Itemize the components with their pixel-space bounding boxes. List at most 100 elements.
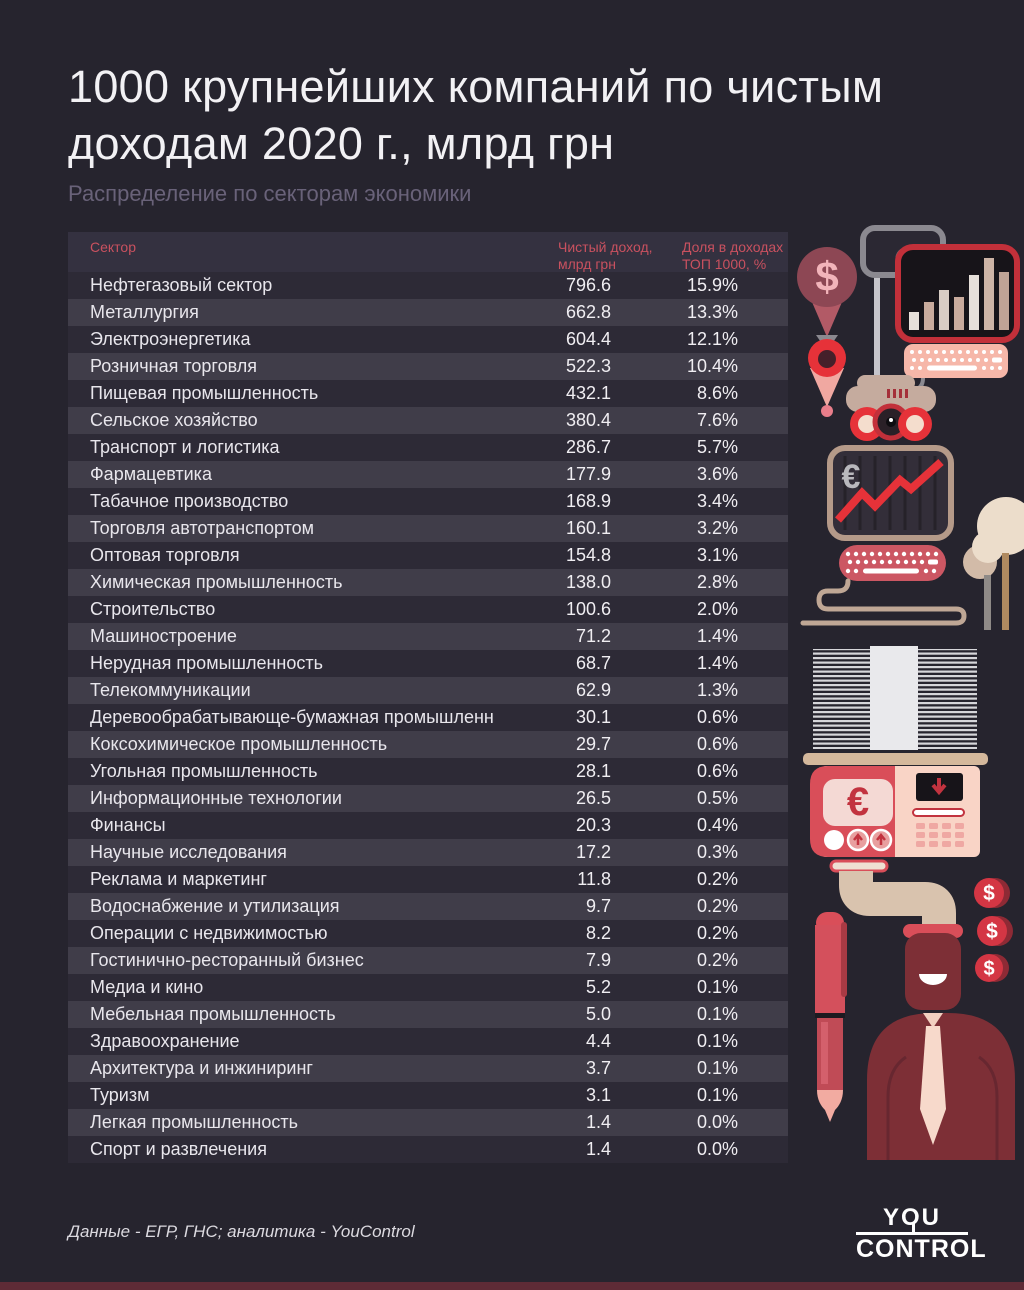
sector-cell: Транспорт и логистика — [90, 437, 280, 457]
income-cell: 5.2 — [585, 977, 611, 997]
sector-cell: Легкая промышленность — [90, 1112, 298, 1132]
table-row: Телекоммуникации 62.9 1.3% — [68, 677, 788, 704]
red-keyboard-icon — [839, 545, 946, 581]
data-source-note: Данные - ЕГР, ГНС; аналитика - YouContro… — [68, 1222, 415, 1241]
business-illustration: $ — [797, 225, 1024, 1160]
table-row: Торговля автотранспортом 160.1 3.2% — [68, 515, 788, 542]
share-cell: 13.3% — [686, 302, 738, 322]
share-cell: 0.3% — [696, 842, 738, 862]
svg-text:$: $ — [983, 958, 994, 980]
table-row: Нерудная промышленность 68.7 1.4% — [68, 650, 788, 677]
table-row: Металлургия 662.8 13.3% — [68, 299, 788, 326]
table-row: Здравоохранение 4.4 0.1% — [68, 1028, 788, 1055]
table-row: Электроэнергетика 604.4 12.1% — [68, 326, 788, 353]
share-cell: 0.1% — [696, 1004, 738, 1024]
trees-icon — [963, 497, 1024, 630]
income-cell: 7.9 — [585, 950, 611, 970]
sector-cell: Водоснабжение и утилизация — [90, 896, 340, 916]
income-cell: 522.3 — [565, 356, 611, 376]
income-cell: 71.2 — [575, 626, 611, 646]
share-cell: 8.6% — [696, 383, 738, 403]
table-row: Архитектура и инжиниринг 3.7 0.1% — [68, 1055, 788, 1082]
table-row: Фармацевтика 177.9 3.6% — [68, 461, 788, 488]
income-cell: 20.3 — [575, 815, 611, 835]
sector-cell: Строительство — [90, 599, 216, 619]
table-row: Коксохимическое промышленность 29.7 0.6% — [68, 731, 788, 758]
sector-cell: Туризм — [90, 1085, 150, 1105]
income-cell: 177.9 — [565, 464, 611, 484]
share-cell: 5.7% — [696, 437, 738, 457]
header-income: Чистый доход, млрд грн — [558, 239, 653, 272]
income-cell: 3.7 — [585, 1058, 611, 1078]
share-cell: 1.3% — [696, 680, 738, 700]
share-cell: 0.1% — [696, 1031, 738, 1051]
share-cell: 0.2% — [696, 950, 738, 970]
logo-text-control: CONTROL — [856, 1235, 987, 1263]
logo-divider — [856, 1223, 968, 1235]
table-row: Пищевая промышленность 432.1 8.6% — [68, 380, 788, 407]
share-cell: 0.6% — [696, 761, 738, 781]
sector-cell: Металлургия — [90, 302, 199, 322]
sector-cell: Фармацевтика — [90, 464, 212, 484]
income-cell: 286.7 — [565, 437, 611, 457]
sector-cell: Деревообрабатывающе-бумажная промышленно… — [90, 707, 493, 727]
table-row: Финансы 20.3 0.4% — [68, 812, 788, 839]
table-row: Розничная торговля 522.3 10.4% — [68, 353, 788, 380]
income-cell: 68.7 — [575, 653, 611, 673]
share-cell: 3.6% — [696, 464, 738, 484]
sector-cell: Сельское хозяйство — [90, 410, 258, 430]
income-cell: 11.8 — [577, 869, 611, 889]
share-cell: 12.1% — [686, 329, 738, 349]
sector-cell: Торговля автотранспортом — [90, 518, 315, 538]
robot-scanner-icon — [846, 375, 936, 441]
share-cell: 0.0% — [696, 1139, 738, 1159]
share-cell: 15.9% — [686, 275, 738, 295]
table-row: Информационные технологии 26.5 0.5% — [68, 785, 788, 812]
svg-text:$: $ — [983, 882, 995, 905]
income-cell: 29.7 — [575, 734, 611, 754]
receipt-printer-icon — [829, 859, 889, 873]
shelf-icon — [803, 753, 988, 765]
share-cell: 3.2% — [696, 518, 738, 538]
cable-icon — [800, 578, 967, 626]
share-cell: 2.0% — [696, 599, 738, 619]
share-cell: 0.1% — [696, 1058, 738, 1078]
table-row: Табачное производство 168.9 3.4% — [68, 488, 788, 515]
share-cell: 3.1% — [696, 545, 738, 565]
table-row: Оптовая торговля 154.8 3.1% — [68, 542, 788, 569]
share-cell: 0.1% — [696, 977, 738, 997]
sector-cell: Научные исследования — [90, 842, 287, 862]
sector-cell: Коксохимическое промышленность — [90, 734, 388, 754]
sector-cell: Операции с недвижимостью — [90, 923, 328, 943]
youcontrol-logo: YOU CONTROL — [856, 1206, 987, 1263]
share-cell: 0.5% — [696, 788, 738, 808]
sector-cell: Машиностроение — [90, 626, 237, 646]
share-cell: 7.6% — [696, 410, 738, 430]
table-row: Мебельная промышленность 5.0 0.1% — [68, 1001, 788, 1028]
sector-cell: Медиа и кино — [90, 977, 204, 997]
sector-cell: Оптовая торговля — [90, 545, 240, 565]
income-cell: 100.6 — [565, 599, 611, 619]
table-row: Химическая промышленность 138.0 2.8% — [68, 569, 788, 596]
sector-cell: Телекоммуникации — [90, 680, 251, 700]
income-cell: 9.7 — [585, 896, 611, 916]
table-row: Реклама и маркетинг 11.8 0.2% — [68, 866, 788, 893]
sector-cell: Здравоохранение — [90, 1031, 240, 1051]
sector-cell: Архитектура и инжиниринг — [90, 1058, 313, 1078]
page-subtitle: Распределение по секторам экономики — [68, 181, 472, 206]
table-row: Легкая промышленность 1.4 0.0% — [68, 1109, 788, 1136]
sector-cell: Гостинично-ресторанный бизнес — [90, 950, 364, 970]
share-cell: 1.4% — [696, 626, 738, 646]
income-cell: 380.4 — [565, 410, 611, 430]
income-cell: 5.0 — [585, 1004, 611, 1024]
logo-t-riser — [912, 1223, 915, 1235]
income-cell: 796.6 — [565, 275, 611, 295]
income-cell: 8.2 — [585, 923, 611, 943]
share-cell: 0.2% — [696, 869, 738, 889]
income-cell: 604.4 — [565, 329, 611, 349]
banknote-stack-icon — [813, 646, 977, 750]
sector-cell: Спорт и развлечения — [90, 1139, 267, 1159]
share-cell: 0.6% — [696, 707, 738, 727]
income-cell: 662.8 — [565, 302, 611, 322]
share-cell: 0.2% — [696, 923, 738, 943]
